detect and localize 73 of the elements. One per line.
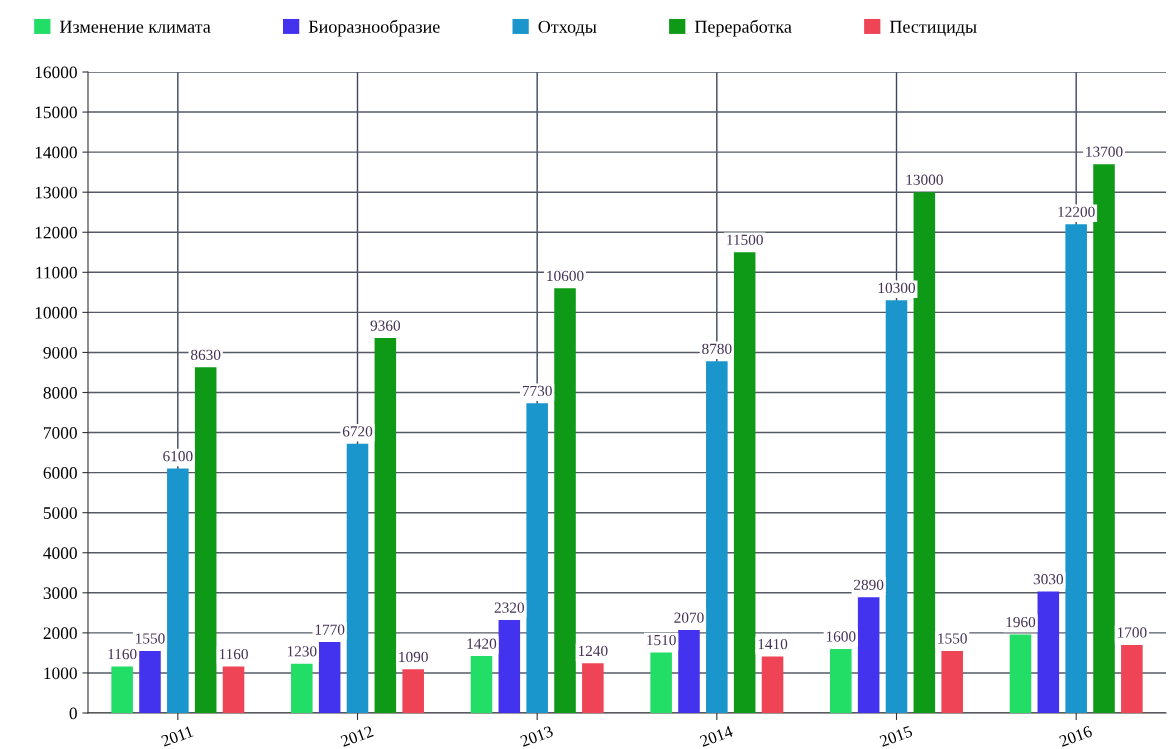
- y-tick-label: 12000: [35, 226, 77, 239]
- legend-label: Отходы: [538, 20, 597, 37]
- y-tick-label: 9000: [43, 346, 77, 359]
- data-label: 1090: [399, 651, 428, 663]
- data-label: 1700: [1117, 627, 1147, 638]
- y-tick-label: 6000: [43, 467, 77, 479]
- bar: [194, 367, 217, 713]
- bar: [761, 656, 784, 713]
- x-tick-label: 2012: [340, 725, 374, 747]
- data-label: 6720: [342, 426, 373, 437]
- y-tick-label: 14000: [35, 146, 77, 159]
- data-label: 13000: [906, 174, 943, 185]
- y-tick-label: 5000: [43, 507, 77, 519]
- data-label: 10600: [547, 270, 584, 282]
- data-label: 12200: [1058, 206, 1095, 217]
- y-tick-label: 8000: [43, 386, 77, 399]
- data-label: 1420: [467, 638, 497, 649]
- x-tick-label: 2011: [160, 725, 194, 747]
- data-label: 1160: [108, 648, 137, 660]
- data-label: 8780: [702, 343, 732, 354]
- bar: [222, 666, 245, 713]
- data-label: 1510: [647, 634, 676, 646]
- data-label: 1550: [938, 633, 967, 644]
- bar: [498, 620, 521, 713]
- data-label: 2070: [674, 612, 704, 623]
- data-label: 1410: [758, 638, 788, 650]
- bar: [582, 663, 604, 713]
- y-tick-label: 1000: [44, 667, 77, 680]
- y-tick-label: 7000: [44, 427, 77, 439]
- y-tick-label: 15000: [35, 106, 77, 119]
- data-label: 1230: [287, 646, 317, 657]
- x-tick-label: 2016: [1058, 725, 1093, 747]
- y-tick-label: 3000: [43, 587, 77, 600]
- y-tick-label: 2000: [43, 627, 77, 640]
- x-tick-label: 2014: [699, 725, 734, 747]
- bar: [554, 288, 576, 713]
- data-label: 13700: [1086, 146, 1123, 157]
- bar: [374, 338, 397, 713]
- data-label: 1960: [1006, 616, 1036, 628]
- legend-label: Биоразнообразие: [308, 19, 440, 37]
- data-label: 8630: [190, 349, 221, 360]
- bar: [678, 630, 700, 713]
- data-label: 1240: [578, 645, 608, 657]
- y-tick-label: 13000: [35, 186, 77, 199]
- bar: [733, 252, 756, 713]
- data-label: 7730: [522, 385, 552, 397]
- bar: [913, 192, 936, 713]
- data-label: 3030: [1033, 574, 1064, 585]
- bar: [1037, 591, 1060, 713]
- data-label: 9360: [370, 320, 401, 331]
- bar: [291, 663, 313, 713]
- data-label: 10300: [878, 282, 916, 294]
- data-label: 1550: [136, 633, 165, 644]
- bar: [470, 656, 493, 713]
- data-label: 1160: [219, 648, 248, 660]
- data-label: 1600: [826, 631, 856, 642]
- y-tick-label: 11000: [36, 266, 77, 279]
- x-tick-label: 2013: [519, 725, 554, 747]
- data-label: 11500: [727, 234, 763, 246]
- legend-label: Переработка: [694, 19, 792, 37]
- data-label: 1770: [315, 624, 345, 635]
- data-label: 6100: [163, 451, 193, 462]
- x-tick-label: 2015: [879, 725, 913, 747]
- bar: [1093, 164, 1115, 713]
- data-label: 2320: [494, 602, 525, 613]
- legend-label: Пестициды: [889, 20, 977, 37]
- y-tick-label: 4000: [43, 547, 77, 559]
- y-tick-label: 16000: [35, 66, 77, 79]
- y-tick-label: 0: [69, 707, 77, 720]
- bar: [402, 669, 424, 713]
- y-tick-label: 10000: [35, 306, 77, 319]
- legend-label: Изменение климата: [59, 20, 211, 33]
- data-label: 2890: [854, 579, 884, 590]
